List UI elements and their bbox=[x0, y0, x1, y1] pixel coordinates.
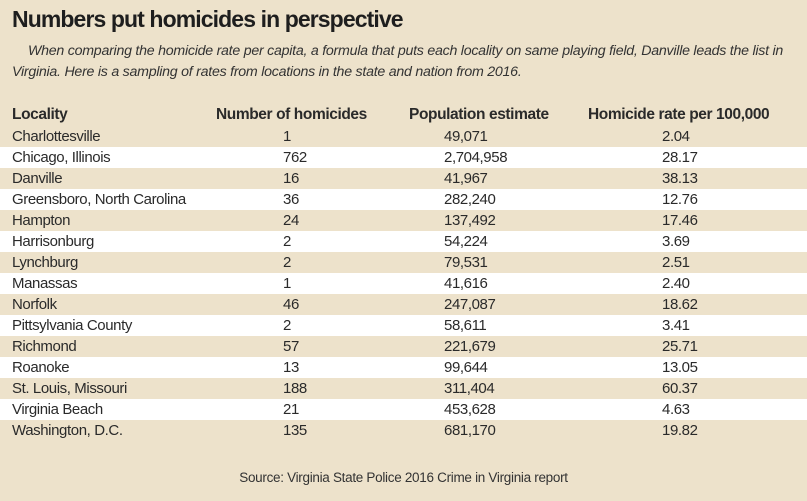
homicide-table: Locality Number of homicides Population … bbox=[0, 104, 807, 441]
table-row: Danville 16 41,967 38.13 bbox=[0, 168, 807, 189]
locality-cell: St. Louis, Missouri bbox=[12, 380, 127, 397]
rate-cell: 2.40 bbox=[662, 275, 690, 292]
locality-cell: Chicago, Illinois bbox=[12, 149, 111, 166]
table-row: Norfolk 46 247,087 18.62 bbox=[0, 294, 807, 315]
population-cell: 79,531 bbox=[444, 254, 488, 271]
table-row: Hampton 24 137,492 17.46 bbox=[0, 210, 807, 231]
source-note: Source: Virginia State Police 2016 Crime… bbox=[239, 470, 568, 485]
population-cell: 282,240 bbox=[444, 191, 496, 208]
homicides-cell: 1 bbox=[283, 275, 291, 292]
column-header-population: Population estimate bbox=[409, 106, 549, 123]
population-cell: 41,967 bbox=[444, 170, 488, 187]
rate-cell: 19.82 bbox=[662, 422, 698, 439]
homicides-cell: 46 bbox=[283, 296, 299, 313]
population-cell: 41,616 bbox=[444, 275, 488, 292]
rate-cell: 28.17 bbox=[662, 149, 698, 166]
locality-cell: Norfolk bbox=[12, 296, 57, 313]
rate-cell: 12.76 bbox=[662, 191, 698, 208]
population-cell: 58,611 bbox=[444, 317, 487, 334]
column-header-locality: Locality bbox=[12, 106, 68, 123]
locality-cell: Hampton bbox=[12, 212, 71, 229]
table-header-row: Locality Number of homicides Population … bbox=[0, 104, 807, 126]
population-cell: 54,224 bbox=[444, 233, 488, 250]
rate-cell: 3.41 bbox=[662, 317, 690, 334]
column-header-homicides: Number of homicides bbox=[216, 106, 367, 123]
table-row: Pittsylvania County 2 58,611 3.41 bbox=[0, 315, 807, 336]
homicides-cell: 24 bbox=[283, 212, 299, 229]
locality-cell: Greensboro, North Carolina bbox=[12, 191, 186, 208]
table-row: Richmond 57 221,679 25.71 bbox=[0, 336, 807, 357]
chart-title: Numbers put homicides in perspective bbox=[12, 6, 404, 32]
population-cell: 311,404 bbox=[444, 380, 495, 397]
population-cell: 99,644 bbox=[444, 359, 488, 376]
population-cell: 49,071 bbox=[444, 128, 488, 145]
rate-cell: 25.71 bbox=[662, 338, 698, 355]
homicides-cell: 2 bbox=[283, 233, 291, 250]
population-cell: 2,704,958 bbox=[444, 149, 508, 166]
homicides-cell: 762 bbox=[283, 149, 307, 166]
homicides-cell: 135 bbox=[283, 422, 307, 439]
population-cell: 247,087 bbox=[444, 296, 496, 313]
rate-cell: 3.69 bbox=[662, 233, 690, 250]
chart-subtitle: When comparing the homicide rate per cap… bbox=[12, 43, 784, 80]
locality-cell: Virginia Beach bbox=[12, 401, 103, 418]
population-cell: 453,628 bbox=[444, 401, 496, 418]
homicides-cell: 2 bbox=[283, 317, 291, 334]
population-cell: 681,170 bbox=[444, 422, 496, 439]
table-row: Harrisonburg 2 54,224 3.69 bbox=[0, 231, 807, 252]
homicides-cell: 1 bbox=[283, 128, 291, 145]
rate-cell: 13.05 bbox=[662, 359, 698, 376]
table-row: Manassas 1 41,616 2.40 bbox=[0, 273, 807, 294]
rate-cell: 60.37 bbox=[662, 380, 698, 397]
homicides-cell: 21 bbox=[283, 401, 299, 418]
rate-cell: 38.13 bbox=[662, 170, 698, 187]
homicides-cell: 16 bbox=[283, 170, 299, 187]
homicides-cell: 2 bbox=[283, 254, 291, 271]
table-row: Lynchburg 2 79,531 2.51 bbox=[0, 252, 807, 273]
rate-cell: 17.46 bbox=[662, 212, 698, 229]
homicides-cell: 13 bbox=[283, 359, 299, 376]
locality-cell: Lynchburg bbox=[12, 254, 78, 271]
locality-cell: Washington, D.C. bbox=[12, 422, 123, 439]
rate-cell: 4.63 bbox=[662, 401, 690, 418]
table-row: Chicago, Illinois 762 2,704,958 28.17 bbox=[0, 147, 807, 168]
table-row: Washington, D.C. 135 681,170 19.82 bbox=[0, 420, 807, 441]
homicides-cell: 36 bbox=[283, 191, 299, 208]
table-row: Greensboro, North Carolina 36 282,240 12.76 bbox=[0, 189, 807, 210]
column-header-rate: Homicide rate per 100,000 bbox=[588, 106, 770, 123]
locality-cell: Harrisonburg bbox=[12, 233, 94, 250]
locality-cell: Pittsylvania County bbox=[12, 317, 132, 334]
homicides-cell: 188 bbox=[283, 380, 307, 397]
table-row: Virginia Beach 21 453,628 4.63 bbox=[0, 399, 807, 420]
locality-cell: Charlottesville bbox=[12, 128, 101, 145]
locality-cell: Richmond bbox=[12, 338, 77, 355]
population-cell: 221,679 bbox=[444, 338, 496, 355]
table-row: Roanoke 13 99,644 13.05 bbox=[0, 357, 807, 378]
homicides-cell: 57 bbox=[283, 338, 299, 355]
table-row: St. Louis, Missouri 188 311,404 60.37 bbox=[0, 378, 807, 399]
locality-cell: Manassas bbox=[12, 275, 78, 292]
table-row: Charlottesville 1 49,071 2.04 bbox=[0, 126, 807, 147]
rate-cell: 2.51 bbox=[662, 254, 690, 271]
locality-cell: Roanoke bbox=[12, 359, 70, 376]
locality-cell: Danville bbox=[12, 170, 63, 187]
population-cell: 137,492 bbox=[444, 212, 496, 229]
rate-cell: 2.04 bbox=[662, 128, 690, 145]
rate-cell: 18.62 bbox=[662, 296, 698, 313]
